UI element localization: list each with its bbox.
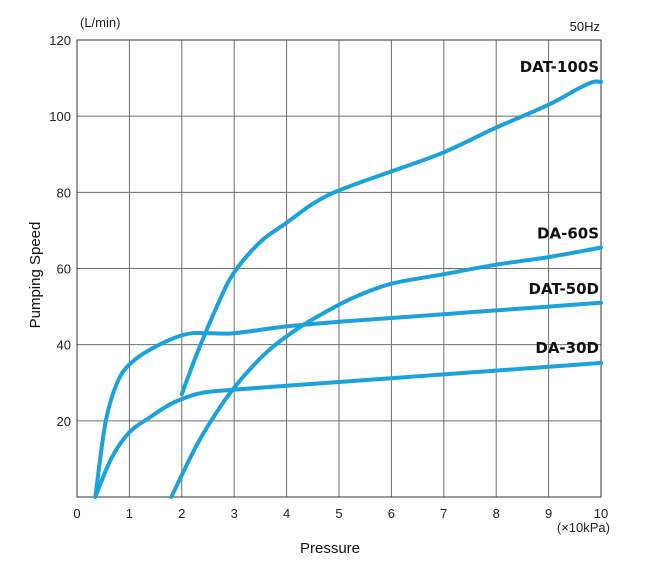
series-label-da-60s: DA-60S <box>537 225 599 243</box>
y-axis-title: Pumping Speed <box>27 222 44 329</box>
series-label-dat-50d: DAT-50D <box>529 280 599 298</box>
plot-frame <box>76 39 602 498</box>
series-lines <box>93 79 603 499</box>
y-tick-label: 40 <box>57 338 71 353</box>
series-labels: DAT-100S DA-60S DAT-50D DA-30D <box>520 58 599 357</box>
series-label-dat-100s: DAT-100S <box>520 58 599 76</box>
series-line-da-30d <box>93 360 603 499</box>
series-line-da-60s <box>169 245 603 499</box>
grid <box>76 39 602 498</box>
x-tick-label: 7 <box>440 506 447 521</box>
frequency-label: 50Hz <box>570 19 600 34</box>
series-label-da-30d: DA-30D <box>535 339 599 357</box>
x-tick-label: 5 <box>335 506 342 521</box>
x-axis-title: Pressure <box>300 540 360 557</box>
x-tick-label: 0 <box>73 506 80 521</box>
y-tick-label: 80 <box>57 185 71 200</box>
x-tick-label: 2 <box>178 506 185 521</box>
y-tick-label: 20 <box>57 414 71 429</box>
y-tick-label: 120 <box>49 33 71 48</box>
y-unit-label: (L/min) <box>80 15 120 30</box>
x-tick-label: 4 <box>283 506 290 521</box>
x-tick-label: 8 <box>493 506 500 521</box>
x-tick-label: 10 <box>594 506 608 521</box>
x-unit-label: (×10kPa) <box>557 520 610 535</box>
x-tick-label: 3 <box>231 506 238 521</box>
x-tick-label: 1 <box>126 506 133 521</box>
series-line-dat-100s <box>179 79 603 397</box>
tick-labels: 0 1 2 3 4 5 6 7 8 9 10 20 40 60 80 100 120 <box>49 33 608 521</box>
y-tick-label: 100 <box>49 109 71 124</box>
y-tick-label: 60 <box>57 262 71 277</box>
x-tick-label: 6 <box>388 506 395 521</box>
series-line-dat-50d <box>93 300 603 499</box>
x-tick-label: 9 <box>545 506 552 521</box>
